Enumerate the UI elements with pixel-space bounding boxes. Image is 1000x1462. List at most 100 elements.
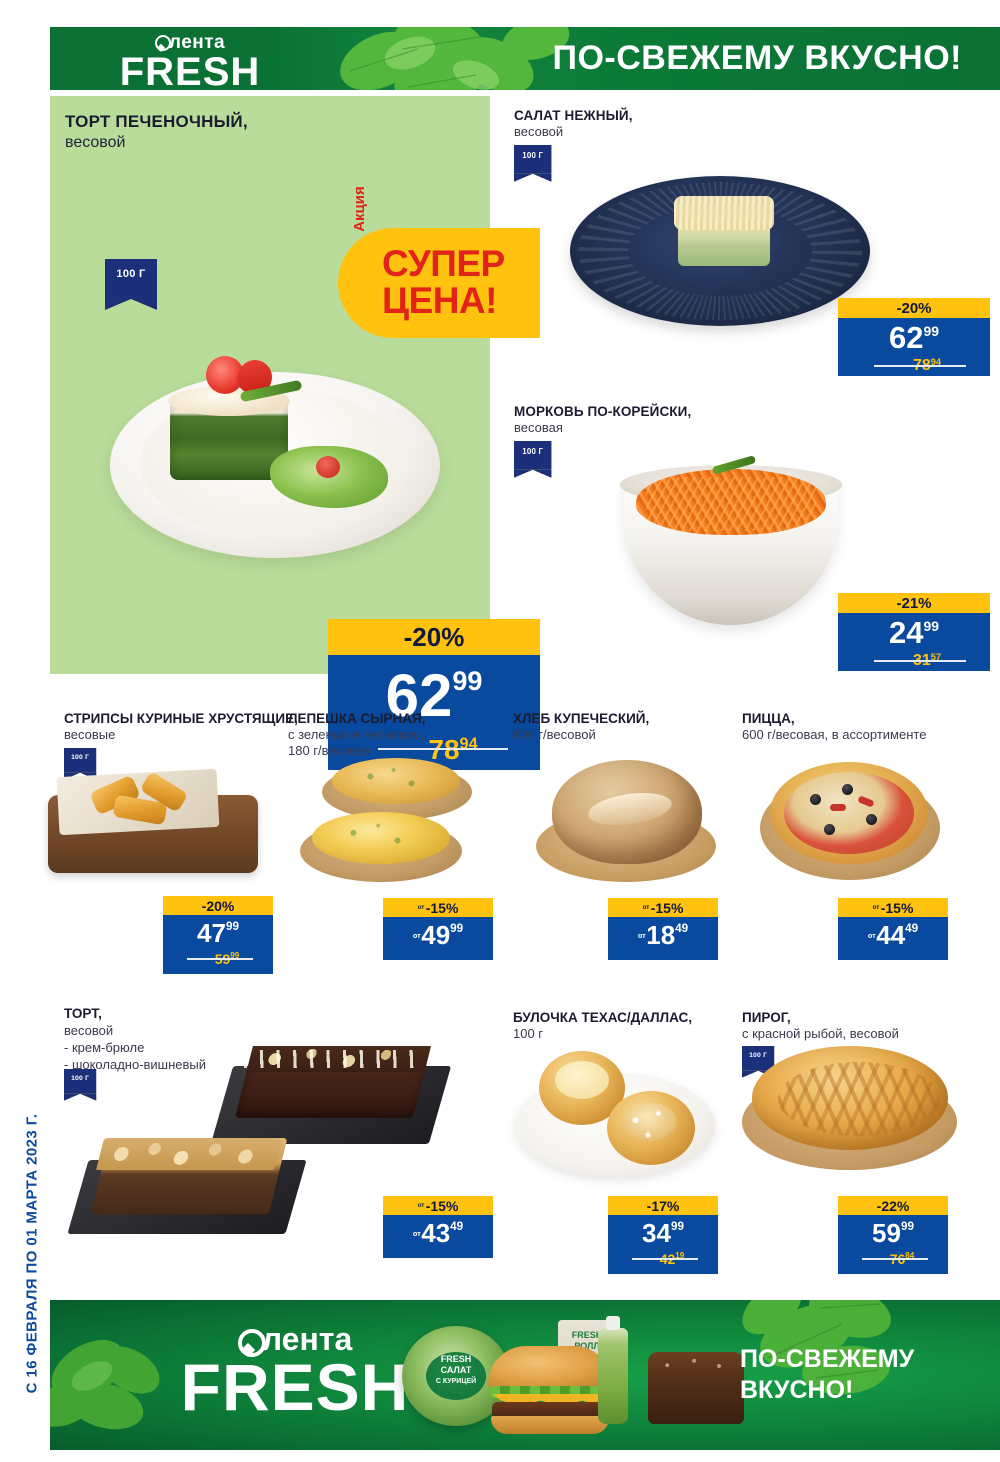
discount-badge-pizza: от -15% <box>838 898 948 917</box>
burger-patty <box>492 1402 608 1418</box>
product-photo-pizza <box>760 752 940 894</box>
product-subtitle-pizza: 600 г/весовая, в ассортименте <box>742 727 927 742</box>
old-price-strikethrough <box>378 748 508 750</box>
white-drizzle-shape <box>243 1050 421 1068</box>
old-price-strikethrough <box>862 1258 928 1260</box>
product-subtitle-bread: 600 г/весовой <box>513 727 596 742</box>
price-block-lepeshka[interactable]: от -15% от 49 99 <box>383 898 493 960</box>
old-price-strikethrough <box>632 1258 698 1260</box>
lepeshka-bottom <box>300 812 462 882</box>
discount-prefix: от <box>642 904 650 911</box>
burger-bun-top <box>488 1346 612 1388</box>
bottom-tagline-line1: ПО-СВЕЖЕМУ <box>740 1345 915 1373</box>
salad-pack-brand: FRESH <box>440 1354 472 1364</box>
badge-super-line1: СУПЕР <box>382 243 505 284</box>
discount-prefix: от <box>417 904 425 911</box>
roll-pack-brand: FRESH <box>571 1330 603 1340</box>
hero-title: ТОРТ ПЕЧЕНОЧНЫЙ, <box>65 112 248 131</box>
bottom-banner: лента FRESH FRESH САЛАТ С КУРИЦЕЙ FRESH … <box>50 1300 1000 1450</box>
top-banner: лента FRESH ПО-СВЕЖЕМУ ВКУСНО! <box>50 27 1000 90</box>
discount-badge-carrot: -21% <box>838 593 990 613</box>
hero-product-photo <box>110 334 440 574</box>
product-title-lepeshka: ЛЕПЕШКА СЫРНАЯ, <box>288 711 426 726</box>
discount-badge-lepeshka: от -15% <box>383 898 493 917</box>
discount-badge-strips: -20% <box>163 896 273 915</box>
badge-super-line2: ЦЕНА! <box>382 280 497 321</box>
price-block-cake[interactable]: от -15% от 43 49 <box>383 1196 493 1258</box>
pie-shape <box>752 1046 948 1150</box>
burger-photo <box>488 1346 612 1434</box>
product-photo-cake-nut <box>67 1130 307 1242</box>
bottom-tagline-line2: ВКУСНО! <box>740 1376 854 1404</box>
price-block-salad[interactable]: -20% 62 99 78 94 <box>838 298 990 376</box>
discount-prefix: от <box>872 904 880 911</box>
price-block-carrot[interactable]: -21% 24 99 31 57 <box>838 593 990 671</box>
hero-product-card[interactable]: ТОРТ ПЕЧЕНОЧНЫЙ, весовой 100 Г Акция СУП… <box>50 96 540 770</box>
current-price-pirog: 59 99 <box>872 1218 914 1248</box>
product-photo-bun <box>515 1045 715 1190</box>
product-subtitle-salad: весовой <box>514 124 564 139</box>
discount-badge-salad: -20% <box>838 298 990 318</box>
product-subtitle-strips: весовые <box>64 727 116 742</box>
product-photo-lepeshka <box>300 758 480 918</box>
bottom-logo-lenta: лента <box>150 1322 440 1357</box>
discount-badge-pirog: -22% <box>838 1196 948 1215</box>
weight-tag-cake: 100 Г <box>64 1069 97 1101</box>
current-price-hero: 62 99 <box>385 662 483 729</box>
weight-tag-hero: 100 Г <box>105 259 157 310</box>
current-price-strips: 47 99 <box>197 918 239 948</box>
discount-prefix: от <box>417 1202 425 1209</box>
salad-pack-line2: С КУРИЦЕЙ <box>435 1378 477 1385</box>
product-title-pirog: ПИРОГ, <box>742 1010 791 1025</box>
product-photo-carrot <box>600 455 860 635</box>
price-prefix: от <box>412 931 421 940</box>
promo-period-label: С 16 ФЕВРАЛЯ ПО 01 МАРТА 2023 Г. <box>23 1113 41 1394</box>
burger-bun-bottom <box>491 1416 609 1434</box>
super-price-badge: Акция СУПЕР ЦЕНА! <box>338 186 540 338</box>
discount-badge-hero: -20% <box>328 619 540 655</box>
logo-lenta-text: лента <box>95 33 285 53</box>
hero-subtitle: весовой <box>65 134 126 151</box>
side-salad-shape <box>270 446 388 508</box>
price-prefix: от <box>867 931 876 940</box>
old-price-strikethrough <box>187 958 253 960</box>
pin-icon <box>237 1329 266 1357</box>
dark-bread-photo <box>648 1352 744 1424</box>
product-title-strips: СТРИПСЫ КУРИНЫЕ ХРУСТЯЩИЕ, <box>64 711 298 726</box>
current-price-salad: 62 99 <box>889 320 939 355</box>
bread-loaf-shape <box>552 760 702 864</box>
price-prefix: от <box>637 931 646 940</box>
bottom-tagline: ПО-СВЕЖЕМУ ВКУСНО! <box>740 1344 914 1406</box>
current-price-pizza: от 44 49 <box>867 920 919 950</box>
price-block-hero[interactable]: -20% 62 99 78 94 <box>328 619 540 770</box>
current-price-bread: от 18 49 <box>637 920 689 950</box>
product-photo-strips <box>40 765 265 880</box>
product-photo-bread <box>536 752 716 902</box>
badge-akcia-label: Акция <box>351 186 368 232</box>
pizza-shape <box>770 762 928 864</box>
header-logo: лента FRESH <box>95 33 285 91</box>
current-price-lepeshka: от 49 99 <box>412 920 464 950</box>
roll-pack-label: FRESH РОЛЛ <box>558 1330 616 1352</box>
basil-leaf-left-decor <box>50 1340 160 1430</box>
product-subtitle-bun: 100 г <box>513 1026 544 1041</box>
lepeshka-top <box>322 758 472 820</box>
roll-pack-line: РОЛЛ <box>574 1341 600 1351</box>
basil-leaves-decor <box>340 27 570 90</box>
product-title-salad: САЛАТ НЕЖНЫЙ, <box>514 108 633 123</box>
current-price-cake: от 43 49 <box>412 1218 464 1248</box>
product-photo-salad <box>570 176 870 351</box>
price-prefix: от <box>412 1229 421 1238</box>
smoothie-bottle-photo <box>598 1316 628 1424</box>
product-title-cake: ТОРТ, <box>64 1006 102 1021</box>
price-block-bread[interactable]: от -15% от 18 49 <box>608 898 718 960</box>
discount-badge-bun: -17% <box>608 1196 718 1215</box>
current-price-carrot: 24 99 <box>889 615 939 650</box>
discount-badge-cake: от -15% <box>383 1196 493 1215</box>
discount-badge-bread: от -15% <box>608 898 718 917</box>
price-block-pizza[interactable]: от -15% от 44 49 <box>838 898 948 960</box>
